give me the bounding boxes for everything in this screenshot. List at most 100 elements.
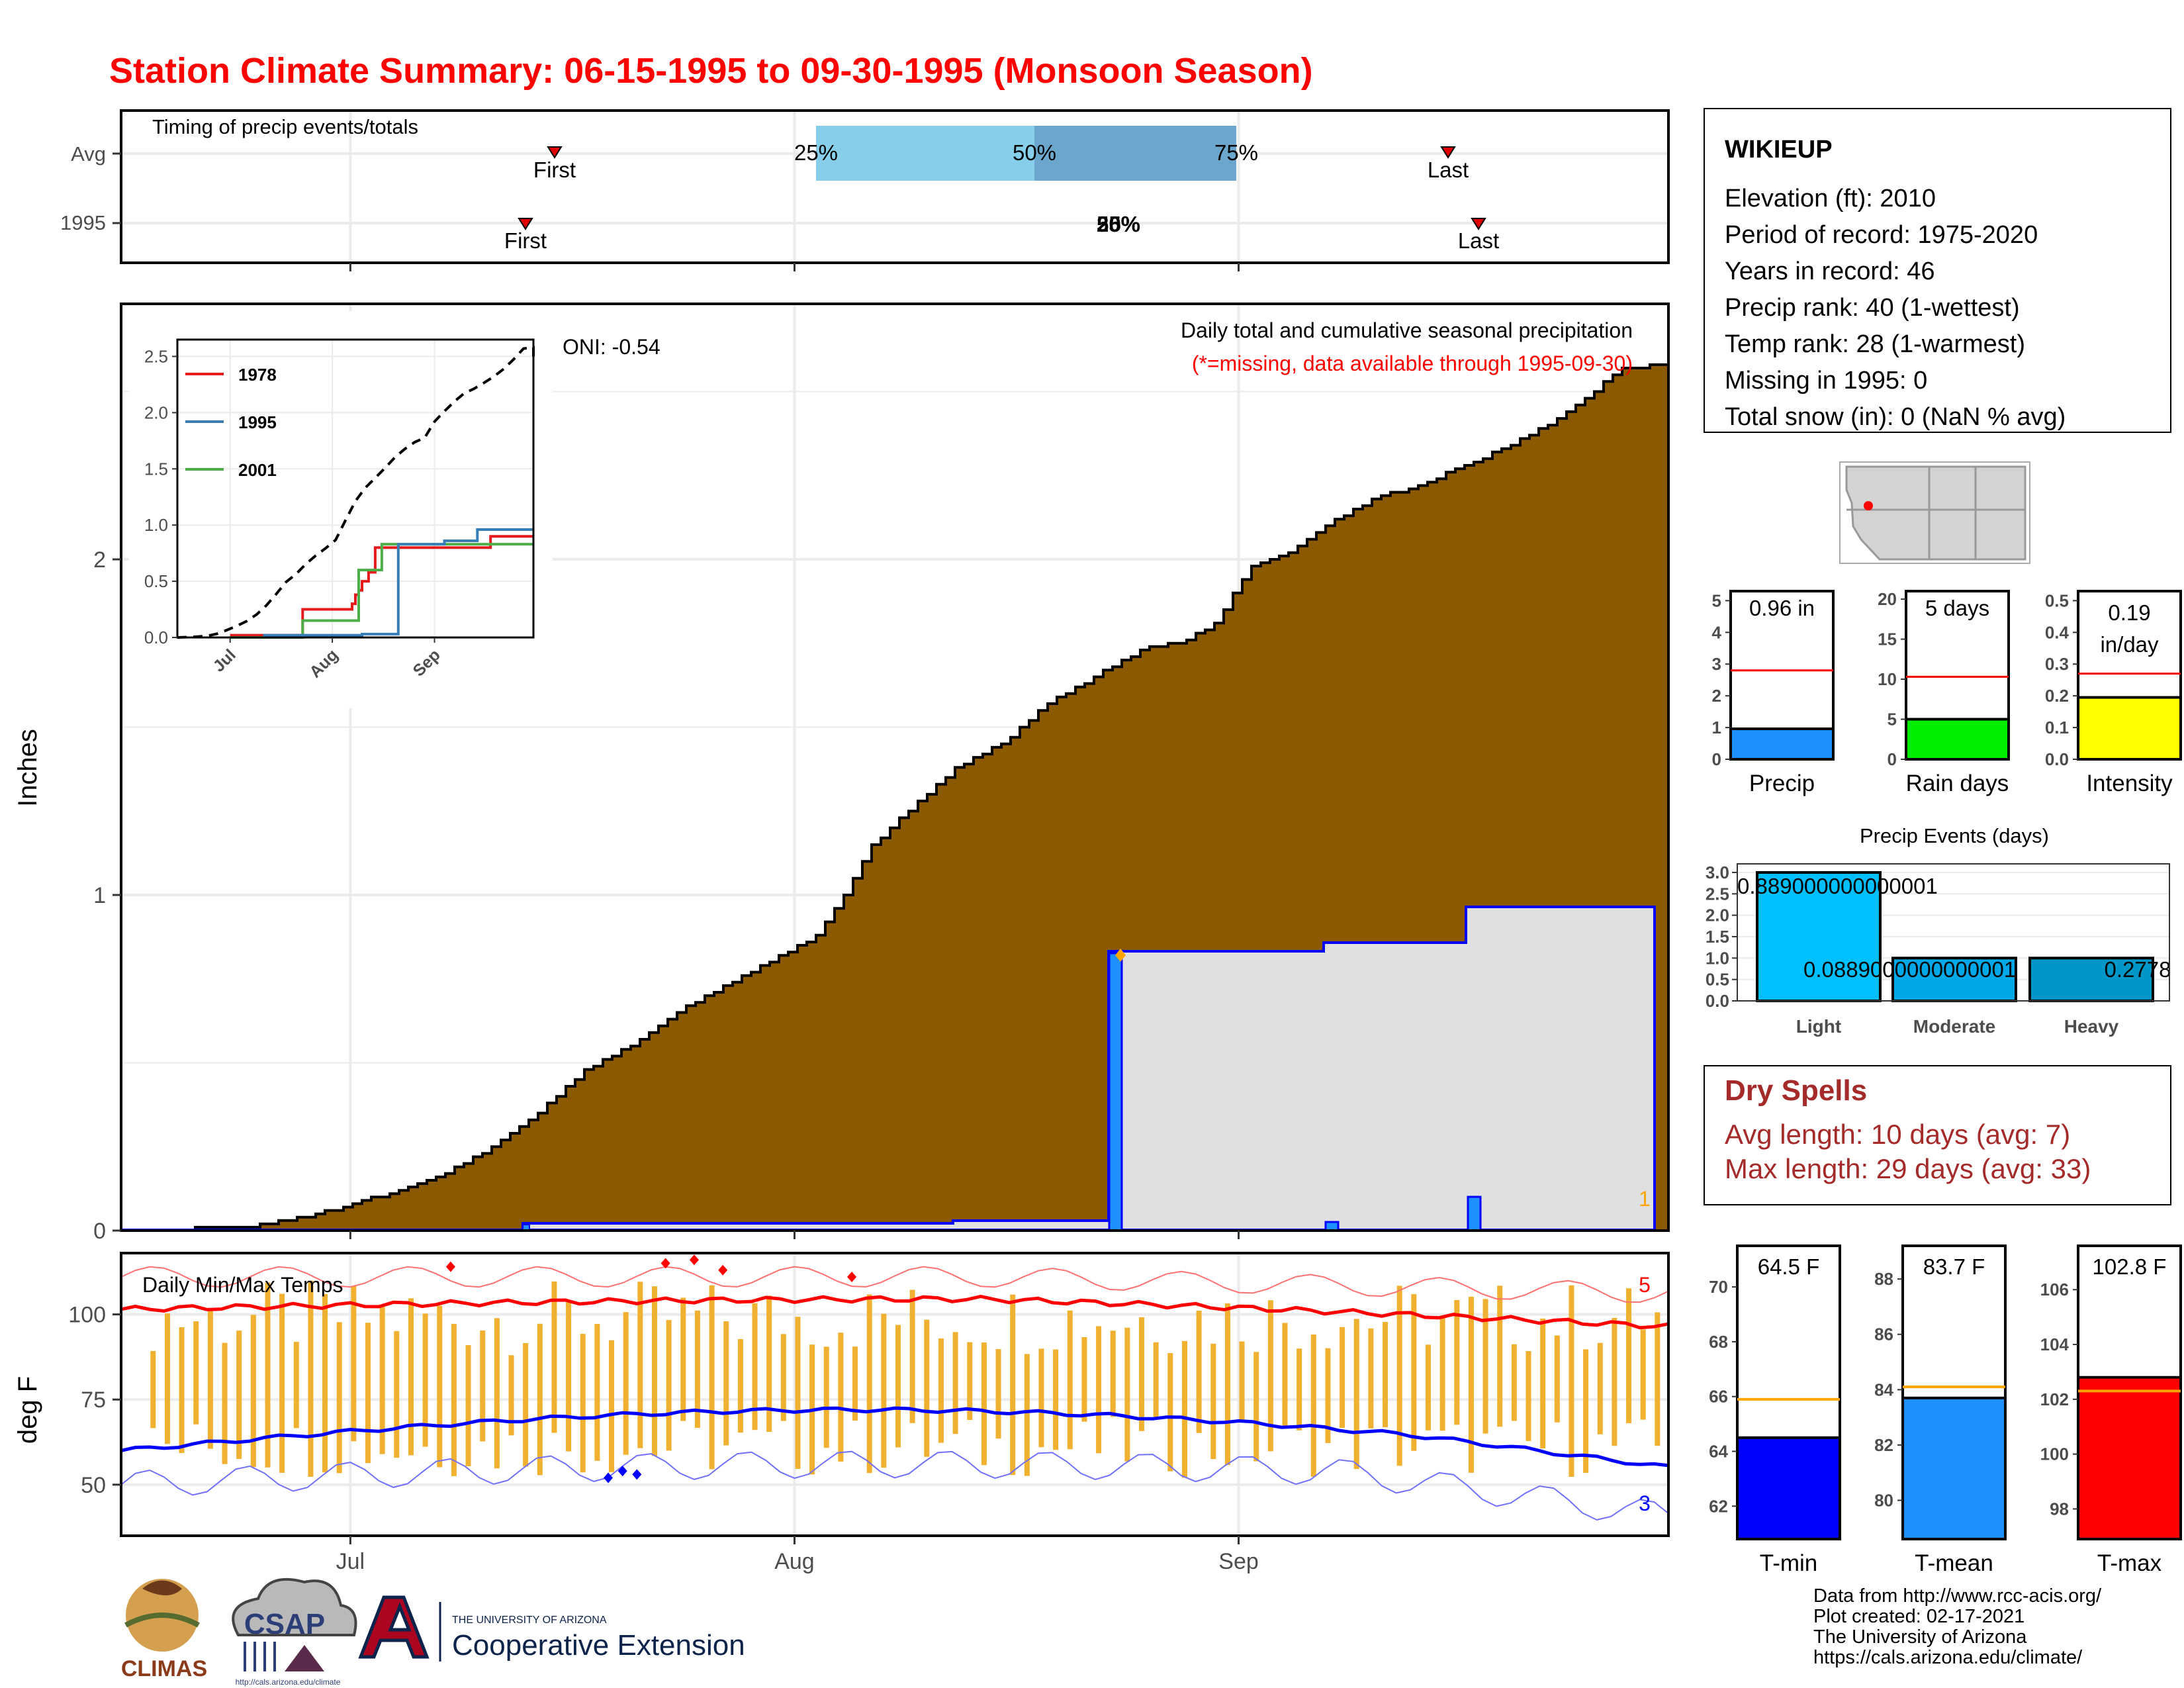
summary-value: 0.19 [2108, 600, 2150, 625]
summary-tick-label: 2 [1712, 686, 1721, 706]
station-line: Temp rank: 28 (1-warmest) [1725, 330, 2025, 358]
temp-daily-bar [766, 1295, 772, 1432]
temp-daily-bar [995, 1349, 1001, 1439]
temp-daily-bar [1540, 1318, 1546, 1448]
temp-daily-bar [1626, 1288, 1632, 1423]
station-lines: Elevation (ft): 2010 Period of record: 19… [1725, 185, 2066, 431]
temp-summary-tick-label: 68 [1709, 1332, 1728, 1352]
temp-summary-label: T-mean [1915, 1550, 1993, 1576]
record-low-marker [617, 1466, 627, 1477]
temp-daily-bar [1053, 1349, 1059, 1450]
temp-daily-bar [981, 1342, 987, 1466]
inset-1995-line [263, 528, 533, 637]
temp-daily-bar [1368, 1328, 1374, 1429]
temp-daily-bar [1253, 1352, 1259, 1462]
temp-daily-bar [265, 1282, 271, 1468]
year-quartile-label-a: 25% [1097, 212, 1140, 236]
summary-bar [2077, 696, 2182, 761]
temp-panel: 50 75 100 Jul Aug Sep deg F Daily Min/Max Tem… [13, 1252, 1670, 1574]
temp-daily-bar [308, 1280, 314, 1477]
temp-summary-tick-label: 84 [1874, 1380, 1893, 1399]
chart-title: Station Climate Summary: 06-15-1995 to 0… [109, 51, 1313, 91]
temp-daily-bar [1167, 1353, 1173, 1472]
summary-tick-label: 0.2 [2045, 686, 2069, 706]
temp-daily-bar [752, 1303, 758, 1430]
temp-xtick-label: Sep [1218, 1549, 1259, 1574]
station-line: Elevation (ft): 2010 [1725, 185, 1936, 212]
quartile-75-label: 75% [1214, 140, 1258, 165]
temp-daily-bar [179, 1327, 185, 1454]
summary-value-unit: in/day [2100, 632, 2159, 657]
temp-summary-tick-label: 102 [2040, 1389, 2069, 1409]
summary-tick-label: 0.4 [2045, 622, 2070, 642]
station-info-frame [1704, 108, 2171, 433]
temp-daily-bar [1153, 1342, 1159, 1419]
temp-daily-bar [451, 1323, 457, 1476]
temp-daily-bar [1353, 1319, 1359, 1470]
temp-daily-bar [1569, 1285, 1574, 1477]
summary-chart-precip: 0 1 2 3 4 5 0.96 in Precip [1712, 590, 1835, 796]
locator-map-borders [1846, 467, 2025, 559]
record-low-marker [632, 1469, 642, 1480]
temp-daily-bar [709, 1285, 715, 1470]
temp-daily-bar [666, 1320, 672, 1451]
footer: Data from http://www.rcc-acis.org/Plot c… [121, 1577, 2102, 1687]
temp-daily-bar [1468, 1296, 1474, 1473]
daily-precip-bars [522, 952, 1482, 1232]
station-info: WIKIEUP Elevation (ft): 2010 Period of re… [1704, 108, 2171, 433]
temp-daily-bar [1282, 1323, 1288, 1429]
avg-first-marker [547, 146, 563, 159]
temp-min-count: 3 [1639, 1491, 1651, 1515]
climas-logo: CLIMAS [121, 1579, 207, 1681]
temp-daily-bar [1511, 1344, 1517, 1421]
ua-logo-small-text: THE UNIVERSITY OF ARIZONA [452, 1615, 607, 1626]
temp-summary-value: 83.7 F [1923, 1254, 1985, 1279]
summary-label: Intensity [2086, 771, 2173, 796]
year-first-marker [518, 218, 533, 230]
precip-events-chart: Precip Events (days) 0.00.51.01.5 2.0 2.5 3… [1706, 824, 2171, 1037]
events-tick-label: 1.5 [1706, 927, 1729, 947]
temp-daily-bar [222, 1342, 228, 1464]
record-max-line [120, 1266, 1669, 1303]
temp-daily-bar [1124, 1327, 1130, 1462]
dry-spells-max: Max length: 29 days (avg: 33) [1725, 1153, 2091, 1184]
temp-daily-bar [1439, 1315, 1445, 1431]
temp-daily-bar [1396, 1286, 1402, 1466]
temp-daily-bar [967, 1342, 973, 1421]
temp-daily-bar [866, 1294, 872, 1474]
footer-line: Data from http://www.rcc-acis.org/ [1813, 1585, 2102, 1607]
inset-bg [129, 311, 553, 708]
avg-min-line [120, 1406, 1669, 1468]
summary-tick-label: 15 [1878, 630, 1897, 649]
timing-title: Timing of precip events/totals [152, 115, 418, 138]
temp-daily-bar [1224, 1303, 1230, 1466]
temp-summary-tick-label: 86 [1874, 1325, 1893, 1344]
summary-tick-label: 0.0 [2045, 749, 2069, 769]
temp-daily-bar [1655, 1312, 1661, 1446]
avg-max-line [120, 1294, 1669, 1330]
quartile-25-50-bar [816, 126, 1034, 181]
precip-panel: 0 1 2 Inches Daily total and cumulative se… [13, 303, 1670, 1244]
inset-ytick-label: 1.0 [144, 515, 168, 535]
summary-tick-label: 10 [1878, 669, 1897, 689]
temp-daily-bar [823, 1346, 829, 1448]
footer-line: https://cals.arizona.edu/climate/ [1813, 1647, 2083, 1668]
temp-summary-bar [2077, 1376, 2182, 1541]
csap-logo-cloud [232, 1577, 357, 1636]
avg-first-label: First [533, 158, 576, 182]
station-name: WIKIEUP [1725, 136, 1833, 164]
summary-value: 0.96 in [1749, 596, 1815, 620]
inset-ytick-label: 2.5 [144, 346, 168, 366]
temp-daily-bar [952, 1332, 958, 1434]
temp-summary-bars: 62 64 66 68 70 64.5 F T-min 80 82 84 86 88 83.7 F T-m… [1709, 1244, 2182, 1576]
legend-label-1995: 1995 [238, 412, 277, 432]
temp-daily-bar [1310, 1334, 1316, 1477]
temp-axes: 50 75 100 Jul Aug Sep [68, 1303, 1259, 1574]
record-high-marker [718, 1264, 728, 1276]
ua-extension-logo: THE UNIVERSITY OF ARIZONA Cooperative Ex… [358, 1595, 745, 1662]
temp-record-markers [445, 1254, 857, 1483]
events-label-light: 0.889000000000001 [1737, 874, 1938, 898]
csap-logo: CSAP http://cals.arizona.edu/climate [232, 1577, 357, 1687]
temp-summary-tick-label: 64 [1709, 1442, 1728, 1462]
